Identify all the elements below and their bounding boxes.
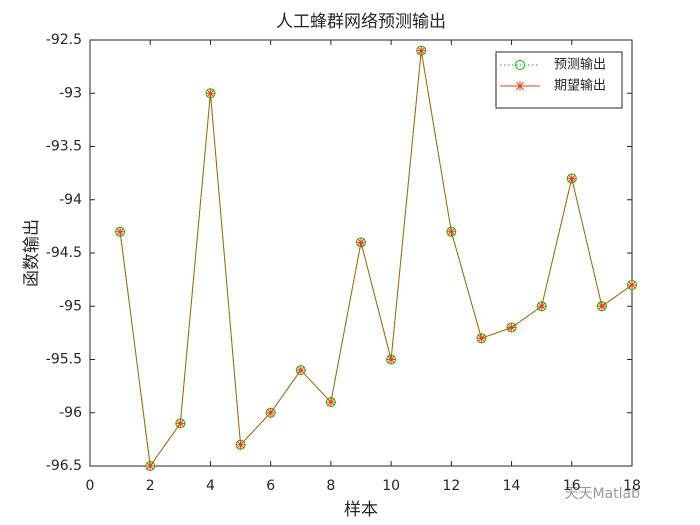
marker bbox=[265, 407, 276, 418]
marker bbox=[235, 439, 246, 450]
y-tick-label: -93 bbox=[59, 85, 82, 101]
legend-label: 预测输出 bbox=[554, 57, 606, 73]
marker bbox=[536, 301, 547, 312]
y-tick-label: -92.5 bbox=[46, 32, 82, 48]
x-tick-label: 6 bbox=[266, 478, 275, 494]
watermark: 天天Matlab bbox=[564, 486, 640, 502]
y-tick-label: -96.5 bbox=[46, 458, 82, 474]
x-tick-label: 0 bbox=[86, 478, 95, 494]
marker bbox=[506, 322, 517, 333]
marker bbox=[175, 418, 186, 429]
x-tick-label: 10 bbox=[382, 478, 400, 494]
marker bbox=[515, 81, 525, 91]
x-tick-label: 2 bbox=[146, 478, 155, 494]
marker bbox=[476, 333, 487, 344]
x-axis-label: 样本 bbox=[344, 500, 378, 520]
y-tick-label: -95.5 bbox=[46, 352, 82, 368]
y-tick-label: -95 bbox=[59, 298, 82, 314]
marker bbox=[145, 461, 156, 471]
plot-area bbox=[89, 39, 633, 467]
y-tick-label: -96 bbox=[59, 405, 82, 421]
x-tick-label: 18 bbox=[623, 478, 641, 494]
y-tick-label: -93.5 bbox=[46, 139, 82, 155]
x-tick-label: 14 bbox=[503, 478, 521, 494]
marker bbox=[295, 365, 306, 376]
y-tick-label: -94.5 bbox=[46, 245, 82, 261]
y-axis-label: 函数输出 bbox=[22, 219, 42, 287]
chart-title: 人工蜂群网络预测输出 bbox=[276, 12, 446, 32]
marker bbox=[356, 237, 366, 248]
marker bbox=[115, 226, 126, 237]
marker bbox=[205, 88, 216, 99]
legend-label: 期望输出 bbox=[554, 78, 606, 94]
marker bbox=[325, 397, 336, 408]
marker bbox=[416, 45, 427, 56]
x-tick-label: 4 bbox=[206, 478, 215, 494]
series-line bbox=[119, 50, 633, 468]
marker bbox=[566, 173, 577, 184]
marker bbox=[446, 226, 457, 237]
x-tick-label: 12 bbox=[442, 478, 460, 494]
marker bbox=[386, 354, 397, 365]
marker bbox=[596, 301, 607, 312]
x-tick-label: 8 bbox=[326, 478, 335, 494]
x-tick-label: 16 bbox=[563, 478, 581, 494]
y-tick-label: -94 bbox=[59, 192, 82, 208]
marker bbox=[515, 60, 525, 70]
marker bbox=[627, 279, 637, 290]
